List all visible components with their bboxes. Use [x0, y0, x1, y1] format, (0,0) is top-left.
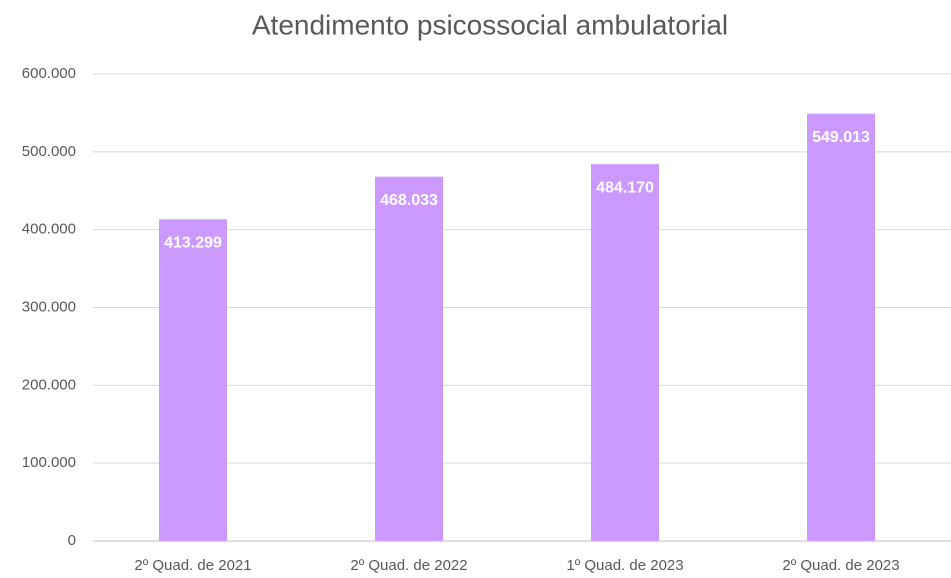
bar — [591, 164, 659, 541]
value-label: 468.033 — [380, 192, 438, 209]
x-tick-label: 1º Quad. de 2023 — [566, 557, 683, 574]
value-label: 413.299 — [164, 235, 222, 252]
value-label: 549.013 — [812, 129, 870, 146]
bar — [807, 113, 875, 542]
y-tick-label: 300.000 — [22, 298, 76, 315]
y-tick-label: 100.000 — [22, 454, 76, 471]
y-tick-label: 500.000 — [22, 143, 76, 160]
bar — [159, 219, 227, 541]
y-tick-label: 600.000 — [22, 65, 76, 82]
value-label: 484.170 — [596, 179, 654, 196]
chart-title: Atendimento psicossocial ambulatorial — [252, 9, 728, 40]
bar — [375, 176, 443, 542]
x-tick-label: 2º Quad. de 2021 — [134, 557, 251, 574]
x-tick-label: 2º Quad. de 2023 — [782, 557, 899, 574]
y-tick-label: 0 — [68, 532, 76, 549]
y-tick-label: 400.000 — [22, 221, 76, 238]
x-tick-label: 2º Quad. de 2022 — [350, 557, 467, 574]
y-tick-label: 200.000 — [22, 376, 76, 393]
